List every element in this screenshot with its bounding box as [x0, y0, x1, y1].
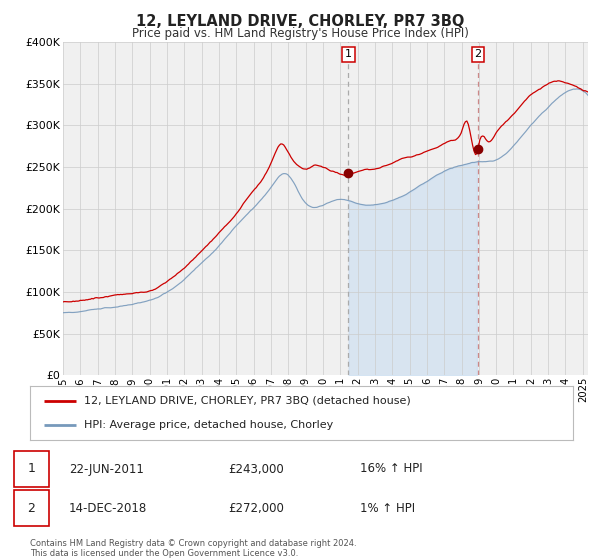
Text: 14-DEC-2018: 14-DEC-2018	[69, 502, 147, 515]
Text: Contains HM Land Registry data © Crown copyright and database right 2024.: Contains HM Land Registry data © Crown c…	[30, 539, 356, 548]
Text: £243,000: £243,000	[228, 463, 284, 475]
Text: This data is licensed under the Open Government Licence v3.0.: This data is licensed under the Open Gov…	[30, 549, 298, 558]
Text: 1% ↑ HPI: 1% ↑ HPI	[360, 502, 415, 515]
Text: £272,000: £272,000	[228, 502, 284, 515]
Text: 22-JUN-2011: 22-JUN-2011	[69, 463, 144, 475]
Text: 2: 2	[475, 49, 482, 59]
Text: 1: 1	[345, 49, 352, 59]
Text: HPI: Average price, detached house, Chorley: HPI: Average price, detached house, Chor…	[85, 420, 334, 430]
Text: 16% ↑ HPI: 16% ↑ HPI	[360, 463, 422, 475]
Text: 12, LEYLAND DRIVE, CHORLEY, PR7 3BQ: 12, LEYLAND DRIVE, CHORLEY, PR7 3BQ	[136, 14, 464, 29]
Text: 1: 1	[27, 463, 35, 475]
Text: Price paid vs. HM Land Registry's House Price Index (HPI): Price paid vs. HM Land Registry's House …	[131, 27, 469, 40]
Text: 12, LEYLAND DRIVE, CHORLEY, PR7 3BQ (detached house): 12, LEYLAND DRIVE, CHORLEY, PR7 3BQ (det…	[85, 396, 411, 406]
Text: 2: 2	[27, 502, 35, 515]
